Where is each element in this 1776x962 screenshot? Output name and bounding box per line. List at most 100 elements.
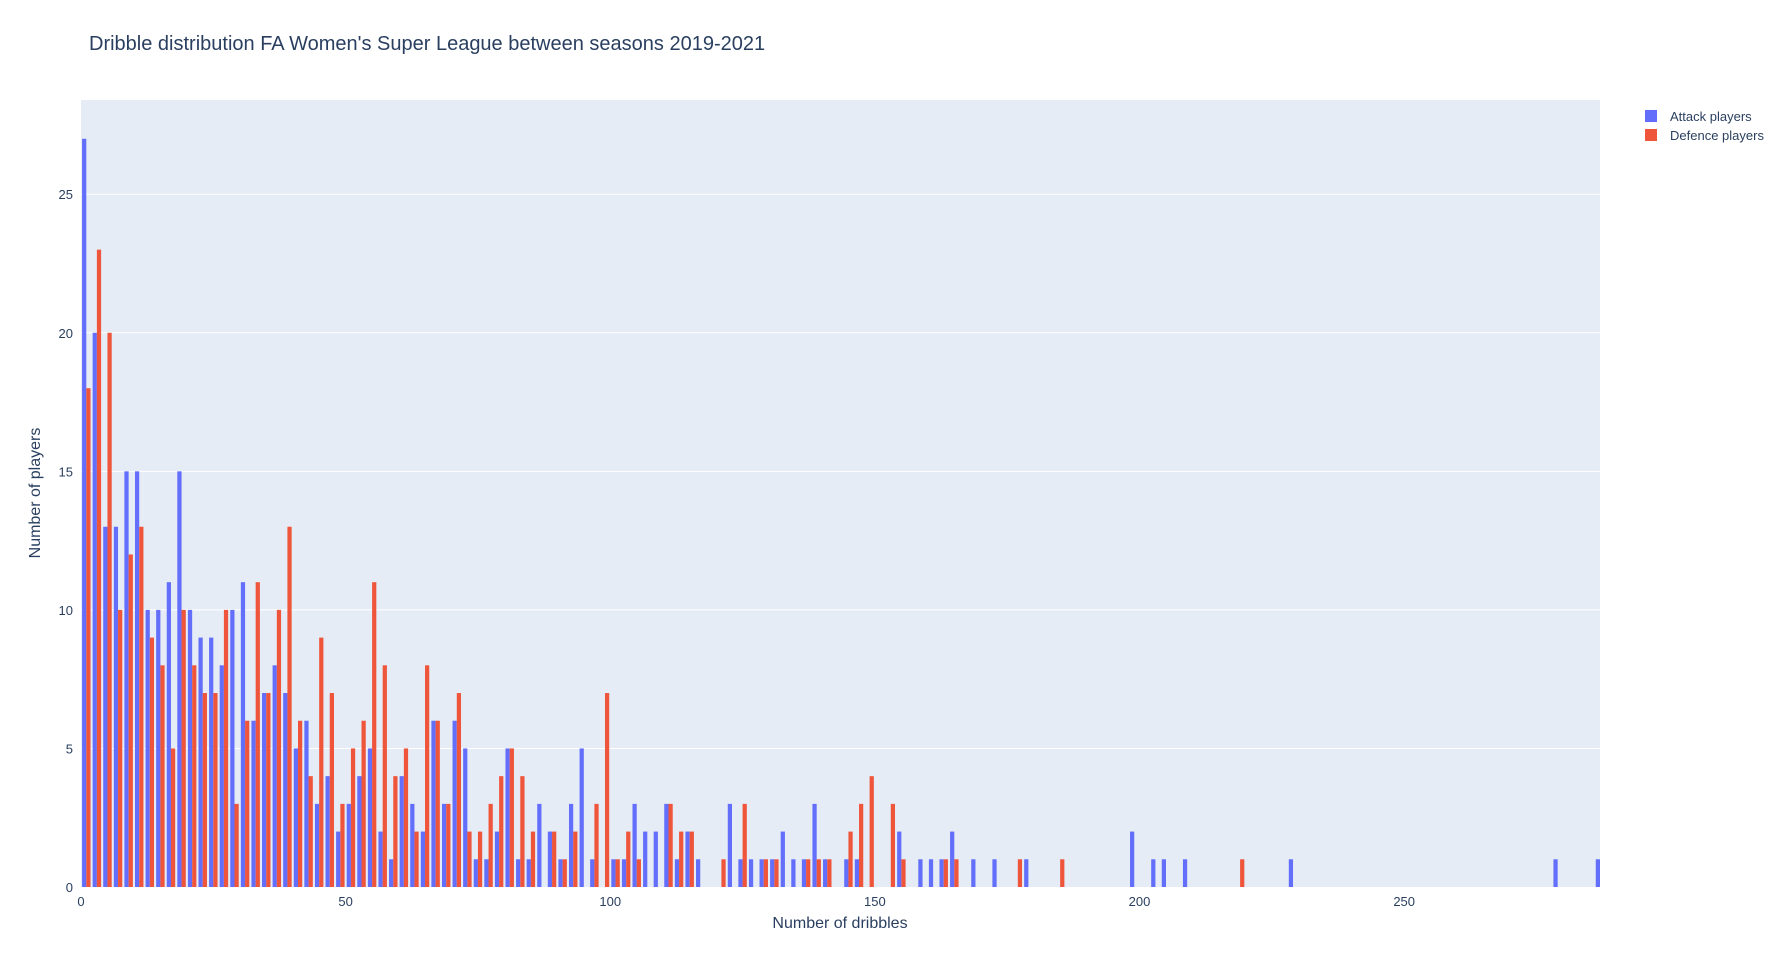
bar-defence-players[interactable] — [223, 609, 229, 887]
bar-attack-players[interactable] — [410, 803, 415, 887]
bar-defence-players[interactable] — [573, 831, 578, 887]
bar-attack-players[interactable] — [177, 471, 182, 887]
bar-defence-players[interactable] — [255, 582, 260, 887]
bar-attack-players[interactable] — [537, 803, 542, 887]
bar-defence-players[interactable] — [160, 665, 165, 887]
bar-defence-players[interactable] — [594, 803, 599, 887]
bar-attack-players[interactable] — [240, 582, 246, 887]
bar-defence-players[interactable] — [689, 831, 694, 887]
bar-attack-players[interactable] — [1161, 859, 1166, 887]
bar-defence-players[interactable] — [308, 776, 313, 887]
bar-defence-players[interactable] — [287, 526, 292, 887]
bar-defence-players[interactable] — [86, 388, 91, 887]
bar-attack-players[interactable] — [674, 859, 680, 887]
bar-attack-players[interactable] — [441, 803, 447, 887]
bar-defence-players[interactable] — [202, 693, 207, 887]
bar-defence-players[interactable] — [467, 831, 472, 887]
bar-attack-players[interactable] — [1182, 859, 1188, 887]
bar-attack-players[interactable] — [516, 859, 521, 887]
bar-attack-players[interactable] — [590, 859, 595, 887]
bar-defence-players[interactable] — [668, 803, 673, 887]
bar-attack-players[interactable] — [621, 859, 627, 887]
bar-attack-players[interactable] — [336, 831, 341, 887]
bar-defence-players[interactable] — [414, 831, 419, 887]
bar-attack-players[interactable] — [219, 665, 224, 887]
bar-defence-players[interactable] — [552, 831, 557, 887]
bar-attack-players[interactable] — [1130, 831, 1135, 887]
bar-defence-players[interactable] — [721, 859, 726, 887]
bar-attack-players[interactable] — [357, 776, 362, 887]
bar-attack-players[interactable] — [494, 831, 500, 887]
bar-attack-players[interactable] — [230, 609, 235, 887]
bar-attack-players[interactable] — [568, 803, 574, 887]
bar-defence-players[interactable] — [118, 609, 123, 887]
bar-defence-players[interactable] — [679, 831, 684, 887]
bar-attack-players[interactable] — [82, 138, 87, 887]
bar-attack-players[interactable] — [484, 859, 489, 887]
bar-attack-players[interactable] — [812, 803, 817, 887]
bar-defence-players[interactable] — [139, 526, 144, 887]
bar-attack-players[interactable] — [1553, 859, 1558, 887]
bar-defence-players[interactable] — [128, 554, 133, 887]
bar-defence-players[interactable] — [329, 693, 334, 887]
bar-defence-players[interactable] — [477, 831, 483, 887]
legend-swatch-attack-players[interactable] — [1645, 110, 1657, 122]
bar-attack-players[interactable] — [378, 831, 383, 887]
bar-attack-players[interactable] — [897, 831, 902, 887]
bar-defence-players[interactable] — [626, 831, 631, 887]
bar-attack-players[interactable] — [399, 776, 404, 887]
bar-attack-players[interactable] — [801, 859, 807, 887]
bar-defence-players[interactable] — [276, 609, 282, 887]
bar-attack-players[interactable] — [971, 859, 976, 887]
bar-attack-players[interactable] — [314, 803, 320, 887]
bar-attack-players[interactable] — [928, 859, 934, 887]
bar-defence-players[interactable] — [1017, 859, 1023, 887]
bar-attack-players[interactable] — [209, 637, 214, 887]
bar-attack-players[interactable] — [727, 803, 732, 887]
bar-attack-players[interactable] — [738, 859, 743, 887]
bar-attack-players[interactable] — [992, 859, 997, 887]
bar-attack-players[interactable] — [452, 720, 457, 887]
bar-attack-players[interactable] — [304, 720, 309, 887]
bar-attack-players[interactable] — [198, 637, 203, 887]
bar-defence-players[interactable] — [901, 859, 906, 887]
bar-defence-players[interactable] — [1240, 859, 1245, 887]
bar-defence-players[interactable] — [530, 831, 536, 887]
legend-label-attack-players[interactable]: Attack players — [1670, 109, 1752, 124]
bar-attack-players[interactable] — [103, 526, 108, 887]
bar-defence-players[interactable] — [298, 720, 303, 887]
bar-attack-players[interactable] — [759, 859, 764, 887]
bar-defence-players[interactable] — [435, 720, 440, 887]
bar-attack-players[interactable] — [166, 582, 171, 887]
bar-defence-players[interactable] — [372, 582, 377, 887]
bar-defence-players[interactable] — [350, 748, 356, 887]
bar-attack-players[interactable] — [696, 859, 701, 887]
bar-attack-players[interactable] — [611, 859, 616, 887]
bar-defence-players[interactable] — [943, 859, 948, 887]
bar-attack-players[interactable] — [748, 859, 754, 887]
bar-defence-players[interactable] — [403, 748, 409, 887]
bar-attack-players[interactable] — [145, 609, 150, 887]
bar-defence-players[interactable] — [425, 665, 430, 887]
bar-attack-players[interactable] — [156, 609, 161, 887]
bar-defence-players[interactable] — [763, 859, 768, 887]
bar-attack-players[interactable] — [547, 831, 553, 887]
bar-attack-players[interactable] — [558, 859, 563, 887]
bar-attack-players[interactable] — [505, 748, 510, 887]
bar-attack-players[interactable] — [463, 748, 468, 887]
bar-defence-players[interactable] — [869, 776, 874, 887]
bar-defence-players[interactable] — [774, 859, 779, 887]
bar-defence-players[interactable] — [192, 665, 197, 887]
bar-defence-players[interactable] — [848, 831, 853, 887]
bar-attack-players[interactable] — [367, 748, 373, 887]
bar-attack-players[interactable] — [643, 831, 648, 887]
bar-defence-players[interactable] — [604, 693, 610, 887]
bar-defence-players[interactable] — [499, 776, 504, 887]
bar-attack-players[interactable] — [251, 720, 256, 887]
legend[interactable]: Attack players Defence players — [1645, 109, 1764, 143]
bar-attack-players[interactable] — [854, 859, 860, 887]
bar-attack-players[interactable] — [770, 859, 775, 887]
bar-defence-players[interactable] — [488, 803, 493, 887]
bar-defence-players[interactable] — [816, 859, 821, 887]
bar-attack-players[interactable] — [1024, 859, 1029, 887]
